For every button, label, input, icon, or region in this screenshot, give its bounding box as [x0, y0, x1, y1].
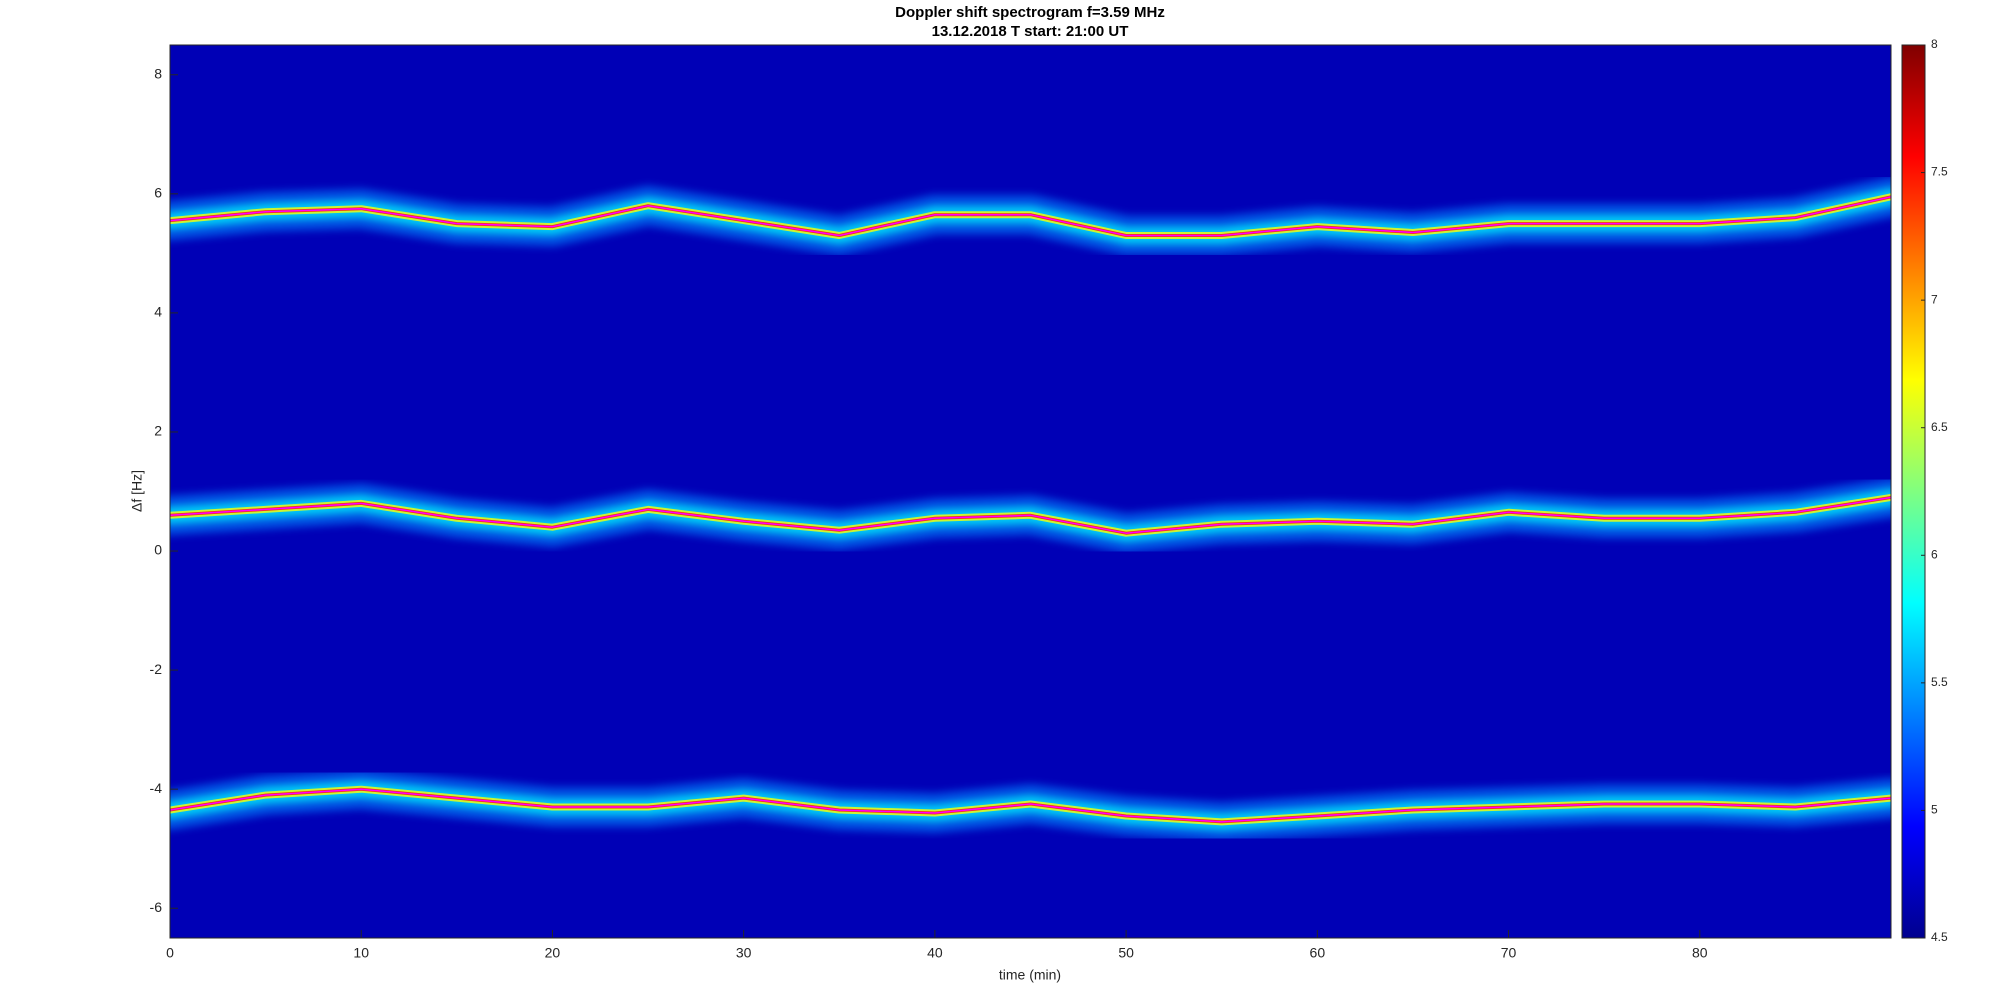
y-tick-label: 2: [154, 423, 162, 439]
x-tick-label: 0: [166, 945, 174, 961]
colorbar-tick-label: 5: [1931, 803, 1938, 817]
colorbar-tick-label: 8: [1931, 37, 1938, 51]
trace-line: [170, 788, 1891, 823]
y-axis-label: Δf [Hz]: [129, 470, 145, 512]
y-tick-label: 8: [154, 65, 162, 81]
y-tick-label: -2: [150, 661, 163, 677]
y-tick-label: -6: [150, 899, 163, 915]
plot-frame: [169, 44, 1892, 939]
x-tick-label: 80: [1692, 945, 1708, 961]
y-tick-label: -4: [150, 780, 163, 796]
x-tick-label: 50: [1118, 945, 1134, 961]
colorbar-tick-label: 4.5: [1931, 930, 1948, 944]
colorbar-tick-label: 7: [1931, 292, 1938, 306]
colorbar-tick-label: 6: [1931, 547, 1938, 561]
x-tick-label: 60: [1310, 945, 1326, 961]
colorbar-tick-label: 5.5: [1931, 675, 1948, 689]
y-tick-label: 4: [154, 304, 162, 320]
x-tick-label: 70: [1501, 945, 1517, 961]
x-axis-label: time (min): [999, 967, 1061, 983]
x-tick-label: 40: [927, 945, 943, 961]
chart-subtitle: 13.12.2018 T start: 21:00 UT: [932, 23, 1129, 40]
x-tick-label: 20: [545, 945, 561, 961]
chart-title: Doppler shift spectrogram f=3.59 MHz: [895, 4, 1165, 21]
colorbar-tick-label: 6.5: [1931, 420, 1948, 434]
y-tick-label: 0: [154, 542, 162, 558]
x-tick-label: 10: [353, 945, 369, 961]
colorbar: [1901, 44, 1926, 939]
plot-area: [170, 176, 1891, 842]
x-tick-label: 30: [736, 945, 752, 961]
trace-line: [170, 196, 1891, 237]
trace-line: [170, 496, 1891, 534]
y-tick-label: 6: [154, 185, 162, 201]
colorbar-tick-label: 7.5: [1931, 165, 1948, 179]
